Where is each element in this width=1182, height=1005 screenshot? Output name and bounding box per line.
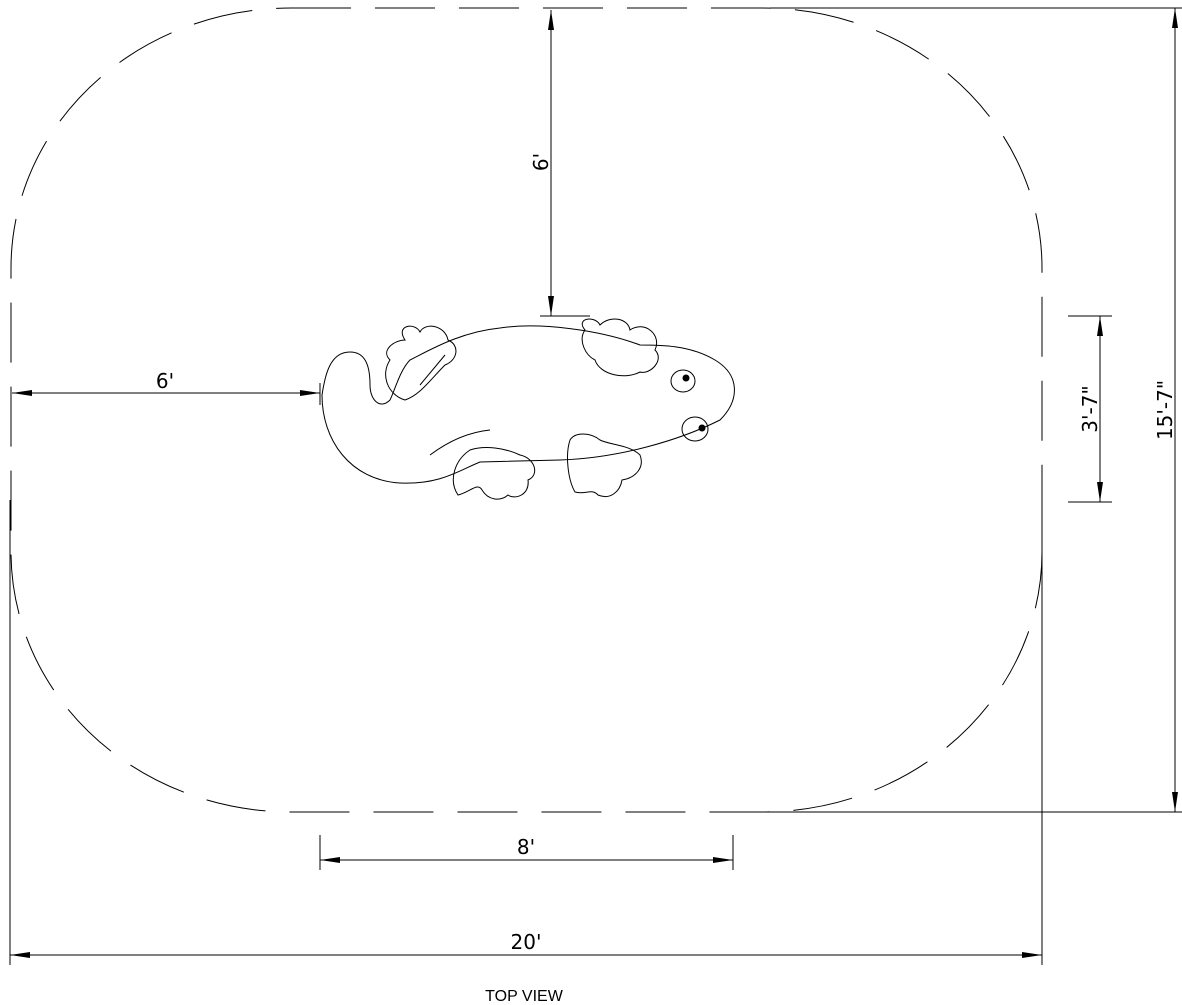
dimension-lines: [9, 7, 1182, 965]
caption: TOP VIEW: [485, 988, 564, 1005]
dim-label: 3'-7": [1078, 385, 1102, 432]
dim-label: 6': [156, 369, 174, 393]
dim-label: 20': [511, 930, 542, 954]
dim-label: 8': [517, 835, 535, 859]
dim-label: 15'-7": [1153, 380, 1177, 440]
dim-label: 6': [529, 153, 553, 171]
play-area-boundary: [10, 7, 1043, 813]
gecko: [321, 318, 735, 500]
